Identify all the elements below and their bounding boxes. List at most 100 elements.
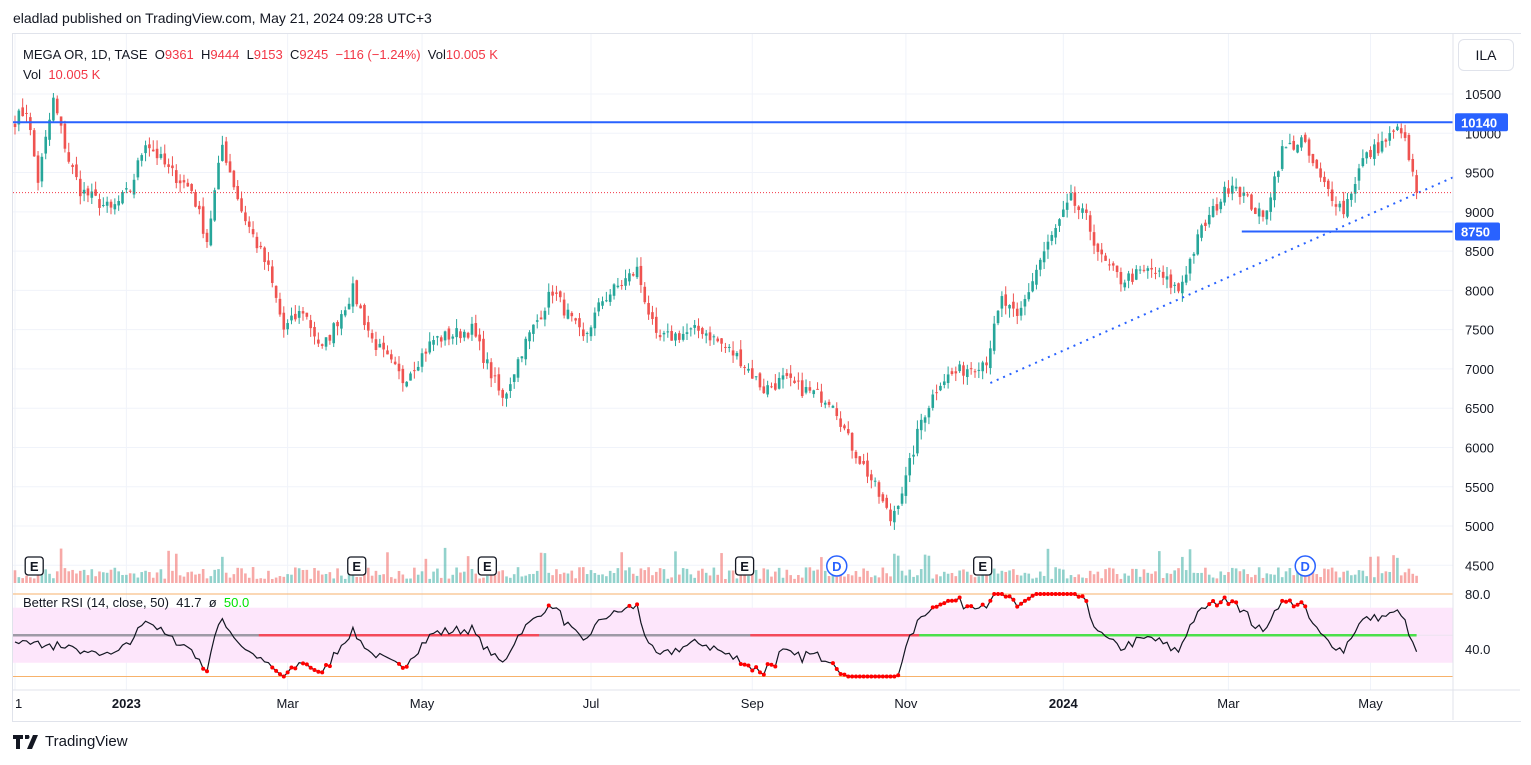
volume-bar xyxy=(727,570,731,583)
candle-body xyxy=(474,323,478,337)
volume-bar xyxy=(1346,570,1349,583)
rsi-extreme-mark xyxy=(880,674,885,679)
candle-body xyxy=(624,278,627,286)
candle-body xyxy=(324,337,328,347)
rsi-extreme-mark xyxy=(930,605,935,610)
volume-bar xyxy=(48,573,51,583)
candle-body xyxy=(1184,274,1188,283)
candle-body xyxy=(704,333,708,336)
candle-body xyxy=(858,456,862,464)
candle-body xyxy=(221,144,224,161)
price-tick-label: 8000 xyxy=(1465,283,1494,298)
volume-bar xyxy=(770,576,773,583)
rsi-extreme-mark xyxy=(1280,598,1285,603)
volume-bar xyxy=(190,571,193,583)
rsi-extreme-mark xyxy=(1069,592,1073,596)
symbol-name[interactable]: MEGA OR, 1D, TASE xyxy=(23,47,148,62)
volume-bar xyxy=(823,570,827,583)
candle-body xyxy=(612,284,616,296)
candle-body xyxy=(190,184,193,191)
candle-body xyxy=(420,353,424,367)
volume-bar xyxy=(896,555,900,583)
candle-body xyxy=(1000,296,1004,309)
volume-bar xyxy=(105,572,109,583)
volume-bar xyxy=(758,578,762,583)
volume-bar xyxy=(1215,578,1219,583)
open-label: O xyxy=(154,47,165,62)
candle-body xyxy=(927,408,931,418)
candle-body xyxy=(1254,207,1257,214)
candle-body xyxy=(317,339,320,344)
rsi-extreme-mark xyxy=(750,668,755,673)
candle-body xyxy=(681,333,685,340)
volume-bar xyxy=(605,576,608,583)
volume-bar xyxy=(827,576,831,583)
volume-bar xyxy=(1234,568,1238,583)
candle-body xyxy=(835,408,839,417)
candle-body xyxy=(735,352,739,357)
candle-body xyxy=(977,369,981,371)
candle-body xyxy=(793,380,796,384)
candle-body xyxy=(1303,134,1307,142)
candle-body xyxy=(923,417,927,423)
candle-body xyxy=(1396,126,1399,131)
volume-bar xyxy=(236,567,240,583)
candle-body xyxy=(174,170,178,183)
candle-body xyxy=(1261,210,1265,217)
candle-body xyxy=(535,320,539,322)
candle-body xyxy=(439,337,443,342)
candle-body xyxy=(1134,269,1138,280)
candle-body xyxy=(1046,241,1050,250)
candle-body xyxy=(71,165,74,167)
candle-body xyxy=(1181,281,1184,294)
candle-body xyxy=(13,123,17,127)
currency-button[interactable]: ILA xyxy=(1458,39,1514,71)
volume-indicator-label[interactable]: Vol xyxy=(23,67,42,82)
candle-body xyxy=(386,350,389,355)
volume-bar xyxy=(29,577,32,583)
candle-body xyxy=(121,192,124,204)
volume-bar xyxy=(992,568,996,583)
price-tick-label: 5000 xyxy=(1465,519,1494,534)
candle-body xyxy=(48,119,51,140)
volume-bar xyxy=(750,570,754,583)
footer-logo[interactable]: TradingView xyxy=(13,733,128,750)
time-tick-label: May xyxy=(1358,696,1383,711)
volume-bar xyxy=(923,554,927,583)
rsi-tick-label: 80.0 xyxy=(1465,587,1490,602)
candle-body xyxy=(282,312,286,330)
volume-bar xyxy=(1042,575,1046,583)
volume-bar xyxy=(912,576,915,583)
candle-body xyxy=(416,366,420,371)
candle-body xyxy=(804,387,808,393)
volume-bar xyxy=(102,572,105,583)
chart-frame xyxy=(12,33,1521,722)
volume-bar xyxy=(1173,570,1176,583)
candle-body xyxy=(1223,186,1226,203)
volume-bar xyxy=(401,574,405,583)
candle-body xyxy=(1384,139,1388,142)
volume-bar xyxy=(324,573,328,583)
candle-body xyxy=(486,359,489,364)
rsi-extreme-mark xyxy=(201,666,206,671)
candle-body xyxy=(950,371,954,375)
rsi-title[interactable]: Better RSI (14, close, 50) xyxy=(23,595,169,610)
rsi-extreme-mark xyxy=(980,602,985,607)
candle-body xyxy=(493,375,497,377)
candle-body xyxy=(1388,133,1392,141)
volume-bar xyxy=(916,575,919,583)
candle-body xyxy=(186,182,190,187)
rsi-extreme-mark xyxy=(285,670,290,675)
rsi-extreme-mark xyxy=(1303,604,1308,609)
candle-body xyxy=(701,328,704,335)
candle-body xyxy=(1357,168,1361,181)
volume-bar xyxy=(493,575,497,583)
volume-bar xyxy=(1150,573,1153,583)
candle-body xyxy=(662,332,666,335)
candle-body xyxy=(1373,144,1376,159)
rsi-extreme-mark xyxy=(838,672,843,677)
volume-bar xyxy=(1257,567,1261,583)
candle-body xyxy=(1200,225,1203,238)
rsi-extreme-mark xyxy=(1207,602,1212,607)
